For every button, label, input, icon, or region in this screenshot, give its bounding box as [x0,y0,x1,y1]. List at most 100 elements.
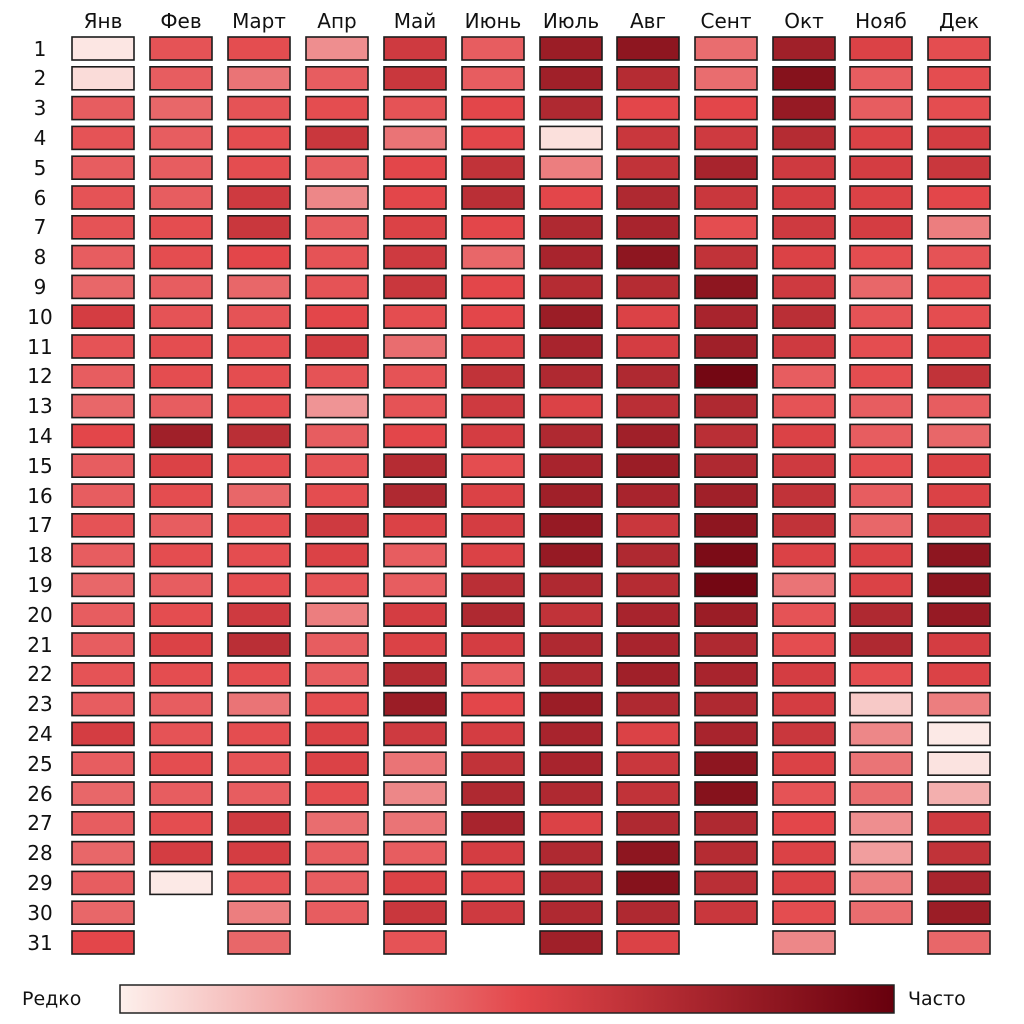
heatmap-cell [849,751,913,777]
heatmap-cell [383,125,447,151]
heatmap-cell [71,751,135,777]
heatmap-cell [772,185,836,210]
heatmap-cell [539,930,603,955]
heatmap-cell [539,483,603,508]
day-label: 16 [27,483,53,508]
heatmap-cell [772,363,836,389]
heatmap-cell [149,691,213,717]
month-label: Нояб [855,9,907,33]
heatmap-cell [149,840,213,866]
heatmap-cell [383,244,447,270]
heatmap-cell [71,810,135,836]
heatmap-cell [305,244,369,270]
month-label: Дек [938,9,979,33]
heatmap-cell [772,751,836,777]
heatmap-cell [927,810,991,836]
heatmap-cell [616,512,680,538]
heatmap-cell [149,483,213,508]
heatmap-cell [539,632,603,657]
heatmap-cell [616,95,680,121]
heatmap-cell [149,155,213,180]
heatmap-cell [772,155,836,180]
heatmap-cell [849,215,913,240]
heatmap-cell [461,870,525,896]
heatmap-cell [461,721,525,747]
heatmap-cell [71,423,135,449]
day-label: 21 [27,632,53,657]
heatmap-cell [461,542,525,568]
heatmap-cell [849,602,913,628]
heatmap-cell [539,334,603,359]
heatmap-cell [149,512,213,538]
heatmap-cell [71,304,135,330]
heatmap-cell [383,781,447,806]
heatmap-cell [694,632,758,657]
heatmap-cell [71,900,135,926]
heatmap-cell [383,36,447,61]
heatmap-cell [772,781,836,806]
heatmap-cell [305,840,369,866]
heatmap-cell [616,453,680,479]
heatmap-cell [539,95,603,121]
heatmap-cell [849,900,913,926]
heatmap-cell [694,602,758,628]
heatmap-cell [772,512,836,538]
heatmap-cell [616,572,680,598]
heatmap-cell [539,542,603,568]
heatmap-cell [927,840,991,866]
heatmap-cell [539,602,603,628]
heatmap-cell [383,423,447,449]
day-label: 23 [27,692,53,717]
heatmap-cell [694,215,758,240]
heatmap-cell [772,95,836,121]
heatmap-cell [305,483,369,508]
heatmap-cell [772,900,836,926]
heatmap-cell [461,602,525,628]
month-label: Май [393,9,437,33]
heatmap-cell [461,155,525,180]
heatmap-cell [694,900,758,926]
heatmap-cell [927,512,991,538]
day-label: 29 [27,870,53,895]
heatmap-cell [149,185,213,210]
heatmap-cell [305,95,369,121]
heatmap-cell [227,781,291,806]
heatmap-cell [149,215,213,240]
heatmap-cell [849,810,913,836]
heatmap-cell [772,840,836,866]
day-label: 22 [27,662,53,687]
heatmap-cell [539,244,603,270]
heatmap-cell [461,512,525,538]
day-label: 3 [33,96,47,121]
month-label: Янв [83,9,123,33]
heatmap-cell [305,632,369,657]
heatmap-cell [461,632,525,657]
day-label: 5 [33,155,47,180]
heatmap-cell [227,751,291,777]
heatmap-cell [71,36,135,61]
heatmap-cell [149,810,213,836]
heatmap-cell [149,721,213,747]
heatmap-cell [71,125,135,151]
heatmap-cell [227,572,291,598]
heatmap-cell [383,512,447,538]
heatmap-cell [149,125,213,151]
heatmap-cell [539,661,603,687]
heatmap-cell [305,36,369,61]
day-label: 19 [27,572,53,597]
heatmap-cell [227,483,291,508]
heatmap-cell [227,66,291,91]
heatmap-cell [849,185,913,210]
heatmap-cell [616,542,680,568]
heatmap-cell [383,95,447,121]
heatmap-cell [927,483,991,508]
heatmap-cell [927,691,991,717]
heatmap-cell [539,125,603,151]
heatmap-cell [849,304,913,330]
heatmap-cell [149,870,213,896]
month-label: Фев [160,9,202,33]
heatmap-cell [694,781,758,806]
heatmap-cell [461,304,525,330]
heatmap-cell [227,453,291,479]
heatmap-cell [383,483,447,508]
